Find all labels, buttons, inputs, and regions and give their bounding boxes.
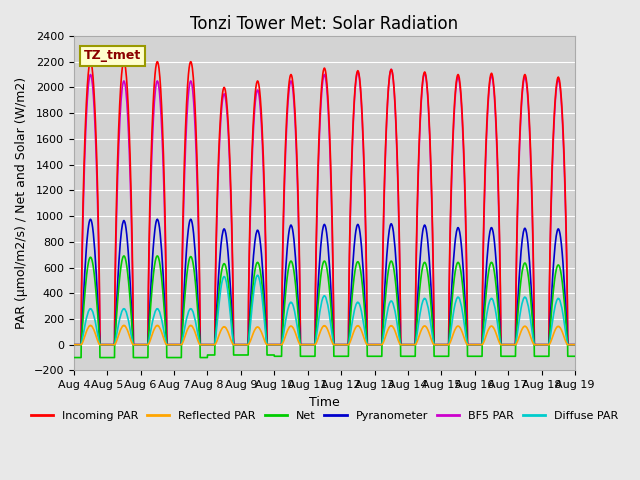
Text: TZ_tmet: TZ_tmet	[84, 49, 141, 62]
Title: Tonzi Tower Met: Solar Radiation: Tonzi Tower Met: Solar Radiation	[190, 15, 458, 33]
X-axis label: Time: Time	[309, 396, 340, 408]
Legend: Incoming PAR, Reflected PAR, Net, Pyranometer, BF5 PAR, Diffuse PAR: Incoming PAR, Reflected PAR, Net, Pyrano…	[26, 406, 622, 425]
Y-axis label: PAR (μmol/m2/s) / Net and Solar (W/m2): PAR (μmol/m2/s) / Net and Solar (W/m2)	[15, 77, 28, 329]
